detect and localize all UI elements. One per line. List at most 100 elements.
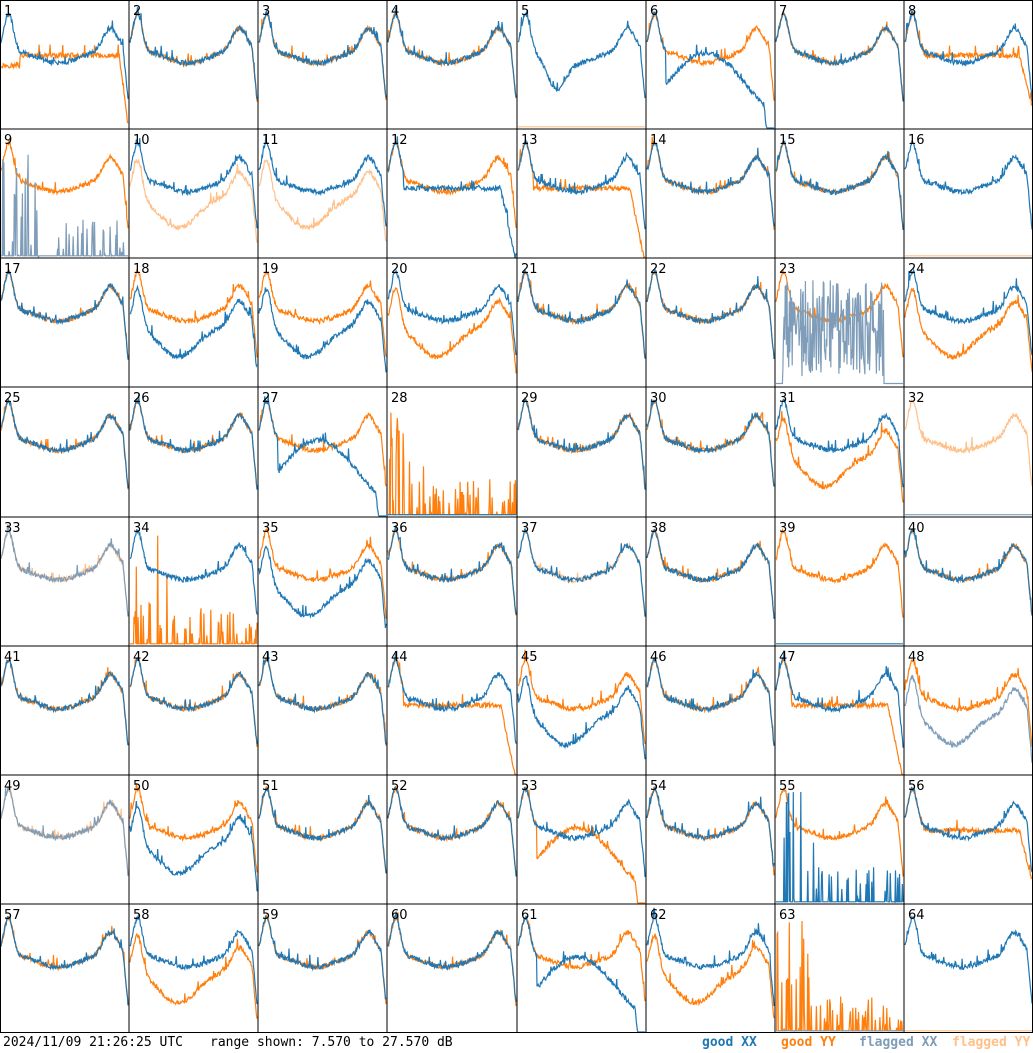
panel-40-xx-line xyxy=(904,527,1033,616)
footer-bar: 2024/11/09 21:26:25 UTC range shown: 7.5… xyxy=(0,1033,1033,1053)
panel-8-number: 8 xyxy=(908,4,916,19)
panel-10: 10 xyxy=(129,133,258,243)
panel-52: 52 xyxy=(387,779,517,877)
panel-31-number: 31 xyxy=(779,391,796,406)
panel-23-number: 23 xyxy=(779,262,796,277)
panel-35-yy-line xyxy=(258,527,387,619)
panel-23: 23 xyxy=(775,262,904,385)
panel-52-xx-line xyxy=(387,786,517,877)
panel-28: 28 xyxy=(388,391,517,516)
panel-6-xx-line xyxy=(646,11,774,129)
panel-11-xx-line xyxy=(258,134,387,227)
panel-9-yy-line xyxy=(0,139,129,229)
panel-31-yy-line xyxy=(775,410,904,503)
panel-21-xx-line xyxy=(517,268,646,359)
panel-55-xx-line xyxy=(776,791,904,904)
panel-19-number: 19 xyxy=(262,262,279,277)
panel-56-yy-line xyxy=(904,786,1033,880)
panel-14: 14 xyxy=(646,133,775,230)
panel-57: 57 xyxy=(0,908,129,1006)
panel-8-yy-line xyxy=(904,11,1033,106)
panel-23-xx-line xyxy=(776,280,903,385)
panel-20: 20 xyxy=(387,262,517,374)
panel-39: 39 xyxy=(775,521,904,645)
panel-11: 11 xyxy=(258,133,387,242)
panel-43-xx-line xyxy=(258,651,387,745)
panel-1: 1 xyxy=(0,4,129,124)
panel-40-number: 40 xyxy=(908,521,925,536)
panel-18-yy-line xyxy=(129,269,258,358)
panel-57-xx-line xyxy=(0,916,129,1006)
panel-48-xx-line xyxy=(904,674,1033,763)
panel-16-xx-line xyxy=(904,140,1033,230)
panel-47-number: 47 xyxy=(779,650,796,665)
panel-1-number: 1 xyxy=(4,4,12,19)
panel-22-number: 22 xyxy=(650,262,667,277)
panel-59-xx-line xyxy=(258,914,387,1000)
panel-43-number: 43 xyxy=(262,650,279,665)
panel-49-xx-line xyxy=(0,786,129,876)
panel-12-number: 12 xyxy=(391,133,408,148)
panel-34-yy-line xyxy=(130,535,258,646)
panel-17-xx-line xyxy=(0,269,129,360)
panel-58: 58 xyxy=(129,908,258,1019)
panel-37-xx-line xyxy=(517,528,646,617)
panel-60-number: 60 xyxy=(391,908,408,923)
panel-6-number: 6 xyxy=(650,4,658,19)
panel-24-yy-line xyxy=(904,287,1033,372)
panel-36-xx-line xyxy=(387,525,517,615)
panel-9-xx-line xyxy=(1,154,128,259)
panel-44: 44 xyxy=(387,650,517,775)
panel-25-xx-line xyxy=(0,398,129,489)
panel-45-xx-line xyxy=(517,675,646,760)
range-label: range shown: 7.570 to 27.570 dB xyxy=(210,1035,453,1050)
panel-37-number: 37 xyxy=(521,521,538,536)
panel-10-yy-line xyxy=(129,158,258,243)
panel-42: 42 xyxy=(129,650,258,748)
panel-32-yy-line xyxy=(904,398,1033,486)
panel-25-number: 25 xyxy=(4,391,21,406)
panel-59-number: 59 xyxy=(262,908,279,923)
panel-33-xx-line xyxy=(0,524,129,617)
panel-22: 22 xyxy=(646,262,775,360)
panel-30-xx-line xyxy=(646,398,775,487)
panel-61-xx-line xyxy=(517,915,645,1033)
panel-21-number: 21 xyxy=(521,262,538,277)
panel-47-xx-line xyxy=(775,650,904,748)
panel-6: 6 xyxy=(646,4,775,129)
panel-26-xx-line xyxy=(129,394,258,490)
panel-48-yy-line xyxy=(904,658,1033,748)
panel-41: 41 xyxy=(0,650,129,746)
panel-4-number: 4 xyxy=(391,4,399,19)
panel-63-number: 63 xyxy=(779,908,796,923)
panel-20-yy-line xyxy=(387,286,517,374)
panel-20-xx-line xyxy=(387,268,517,356)
panel-7: 7 xyxy=(775,4,904,102)
panel-58-xx-line xyxy=(129,913,258,1005)
panel-61: 61 xyxy=(517,908,646,1033)
panel-55-yy-line xyxy=(775,787,904,877)
panel-58-number: 58 xyxy=(133,908,150,923)
panel-11-number: 11 xyxy=(262,133,279,148)
panel-61-number: 61 xyxy=(521,908,538,923)
legend-good-xx: good XX xyxy=(702,1035,757,1050)
panel-50-xx-line xyxy=(129,800,258,892)
panel-28-number: 28 xyxy=(391,391,408,406)
panel-46-number: 46 xyxy=(650,650,667,665)
panel-46-xx-line xyxy=(646,658,775,746)
panel-50-number: 50 xyxy=(133,779,150,794)
panel-29-xx-line xyxy=(517,396,646,490)
panel-7-xx-line xyxy=(775,12,904,102)
panel-34-number: 34 xyxy=(133,521,150,536)
panel-33: 33 xyxy=(0,521,129,617)
panel-64-xx-line xyxy=(904,915,1033,1004)
panel-14-number: 14 xyxy=(650,133,667,148)
panel-55-number: 55 xyxy=(779,779,796,794)
panel-10-number: 10 xyxy=(133,133,150,148)
panel-26-number: 26 xyxy=(133,391,150,406)
panel-39-number: 39 xyxy=(779,521,796,536)
legend-good-yy: good YY xyxy=(781,1035,836,1050)
panel-2: 2 xyxy=(129,4,258,102)
